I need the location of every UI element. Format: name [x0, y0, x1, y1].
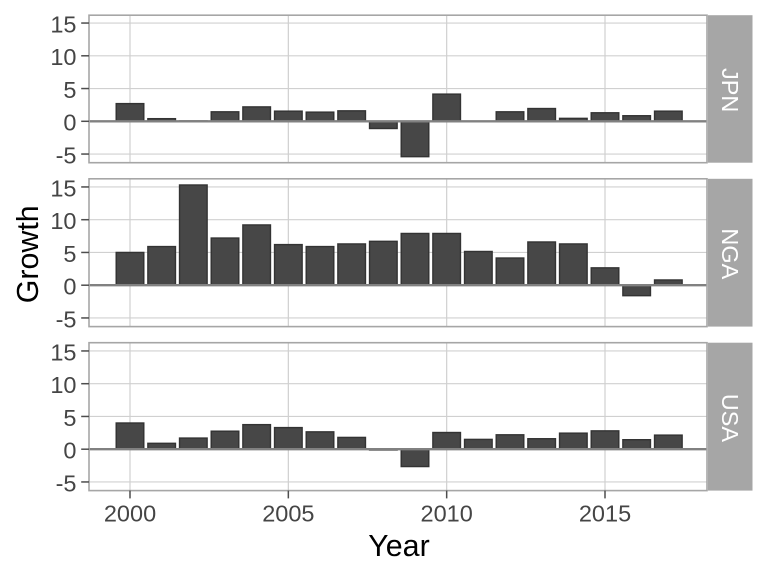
svg-text:JPN: JPN — [717, 68, 743, 112]
svg-text:2010: 2010 — [421, 501, 473, 527]
svg-text:2005: 2005 — [262, 501, 314, 527]
svg-text:-5: -5 — [56, 306, 77, 332]
svg-text:NGA: NGA — [717, 228, 743, 279]
svg-text:-5: -5 — [56, 142, 77, 168]
svg-text:USA: USA — [717, 394, 743, 443]
svg-text:5: 5 — [63, 77, 76, 103]
svg-text:Year: Year — [368, 529, 429, 563]
svg-text:0: 0 — [63, 438, 76, 464]
svg-text:15: 15 — [50, 11, 76, 37]
svg-text:10: 10 — [50, 44, 76, 70]
svg-text:15: 15 — [50, 339, 76, 365]
svg-text:10: 10 — [50, 208, 76, 234]
svg-text:2015: 2015 — [579, 501, 631, 527]
svg-text:2000: 2000 — [104, 501, 156, 527]
svg-text:15: 15 — [50, 175, 76, 201]
svg-text:0: 0 — [63, 110, 76, 136]
svg-text:-5: -5 — [56, 470, 77, 496]
svg-text:Growth: Growth — [11, 205, 45, 303]
svg-text:5: 5 — [63, 405, 76, 431]
svg-text:5: 5 — [63, 241, 76, 267]
svg-text:10: 10 — [50, 372, 76, 398]
svg-text:0: 0 — [63, 274, 76, 300]
